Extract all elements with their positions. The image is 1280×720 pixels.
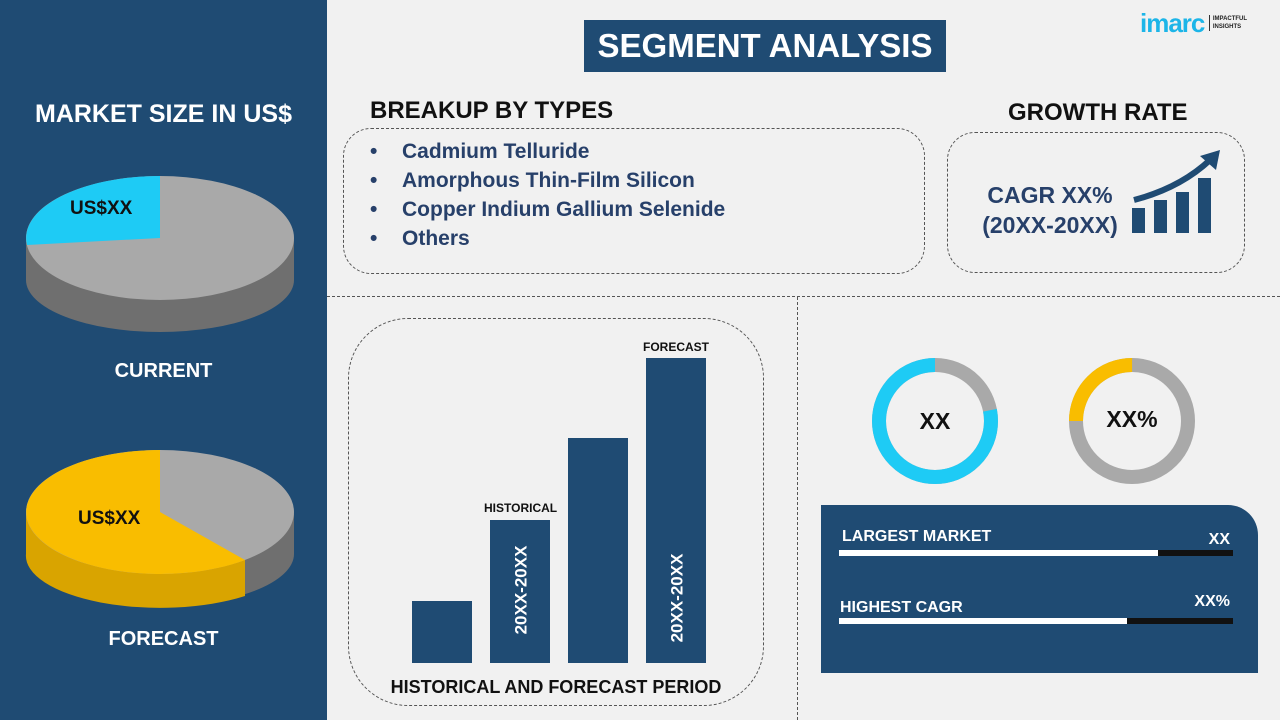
- imarc-logo: imarc IMPACTFUL INSIGHTS: [1140, 8, 1248, 38]
- forecast-value: US$XX: [78, 508, 141, 529]
- chart-box: [348, 318, 764, 706]
- cagr-value: CAGR XX%: [987, 182, 1113, 208]
- cagr-text: CAGR XX% (20XX-20XX): [970, 180, 1130, 240]
- breakup-item: Copper Indium Gallium Selenide: [368, 195, 924, 224]
- current-label: CURRENT: [114, 360, 213, 382]
- stat-value: XX%: [1194, 593, 1230, 610]
- breakup-item: Others: [368, 224, 924, 253]
- divider-horizontal: [327, 296, 1280, 297]
- forecast-pie-slice: [26, 450, 245, 574]
- stat-label: LARGEST MARKET: [842, 528, 992, 545]
- donut-1: [872, 358, 998, 484]
- cagr-period: (20XX-20XX): [982, 212, 1118, 238]
- historical-period: 20XX-20XX: [511, 545, 531, 635]
- stat-label: HIGHEST CAGR: [840, 599, 963, 616]
- stat-bar: [839, 618, 1233, 624]
- donut-2-value: XX%: [1106, 406, 1158, 432]
- breakup-box: Cadmium Telluride Amorphous Thin-Film Si…: [343, 128, 925, 274]
- stat-bar-fill: [839, 618, 1127, 624]
- stats-panel: LARGEST MARKET XX HIGHEST CAGR XX%: [821, 505, 1258, 673]
- market-size-title: MARKET SIZE IN US$: [35, 100, 292, 128]
- stat-value: XX: [1208, 531, 1230, 548]
- historical-label: HISTORICAL: [484, 501, 558, 515]
- breakup-item: Cadmium Telluride: [368, 137, 924, 166]
- page-title: SEGMENT ANALYSIS: [584, 20, 946, 72]
- growth-chart-icon: [1132, 150, 1220, 233]
- breakup-item: Amorphous Thin-Film Silicon: [368, 166, 924, 195]
- bar-1: [412, 601, 472, 663]
- stat-bar-fill: [839, 550, 1159, 556]
- growth-title: GROWTH RATE: [1008, 99, 1188, 126]
- forecast-label: FORECAST: [108, 628, 219, 650]
- forecast-pie: [25, 450, 294, 608]
- chart-title: HISTORICAL AND FORECAST PERIOD: [390, 677, 722, 697]
- bar-3: [568, 438, 628, 663]
- current-value: US$XX: [70, 198, 133, 219]
- donut-2-fill: [1069, 358, 1195, 484]
- current-pie-slice: [26, 176, 161, 245]
- current-pie: [26, 176, 294, 332]
- bar-2: 20XX-20XX: [490, 520, 550, 663]
- growth-box: [947, 132, 1245, 273]
- donut-1-value: XX: [919, 408, 951, 434]
- bar-4: 20XX-20XX: [646, 358, 706, 663]
- breakup-title: BREAKUP BY TYPES: [370, 97, 614, 124]
- donut-1-fill: [872, 358, 998, 484]
- forecast-label-chart: FORECAST: [643, 340, 709, 354]
- donut-2: [1069, 358, 1195, 484]
- stat-bar: [839, 550, 1233, 556]
- divider-vertical: [797, 297, 798, 720]
- forecast-period: 20XX-20XX: [667, 553, 687, 643]
